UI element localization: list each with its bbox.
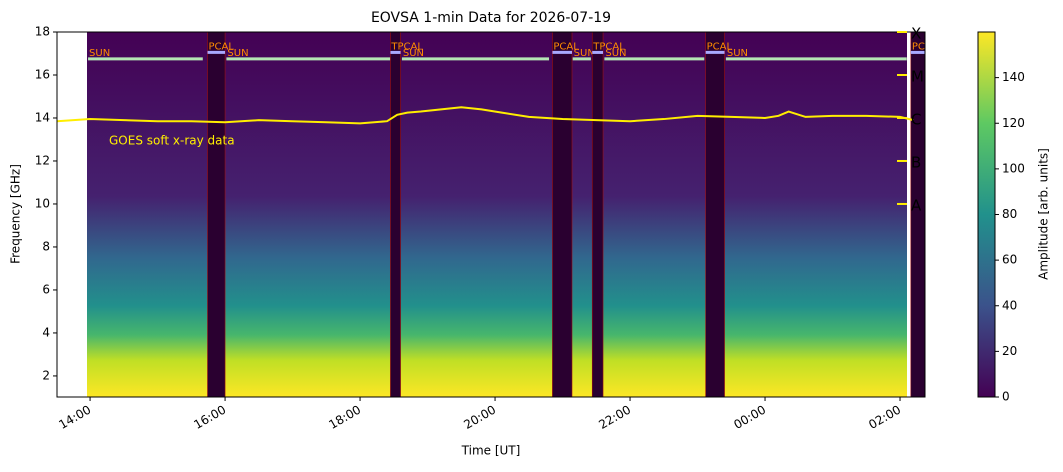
calibration-band [552,32,573,397]
goes-class-label: X [911,25,921,43]
y-tick-label: 12 [35,153,50,167]
y-tick-label: 6 [42,282,50,296]
plot-frame [56,31,926,398]
goes-class-label: B [911,153,921,171]
y-tick-label: 14 [35,110,50,124]
goes-class-label: M [911,67,924,85]
calibration-band [910,32,925,397]
colorbar-label: Amplitude [arb. units] [1037,148,1051,280]
colorbar-tick-label: 100 [1002,161,1025,175]
goes-class-label: A [911,196,922,214]
calibration-band [390,32,401,397]
x-tick-label: 20:00 [461,403,498,432]
x-tick-label: 18:00 [326,403,363,432]
calibration-band [591,32,604,397]
scan-label: TPCAL [592,41,625,52]
scan-label: PCAL [209,41,235,52]
colorbar [977,31,996,398]
colorbar-tick-label: 80 [1002,207,1017,221]
x-tick-label: 00:00 [731,403,768,432]
y-tick-label: 18 [35,25,50,39]
y-tick-label: 2 [42,368,50,382]
y-tick-label: 8 [42,239,50,253]
scan-label: PC [912,41,925,52]
scan-label: PCAL [707,41,733,52]
goes-class-label: C [911,110,921,128]
scan-label: PCAL [553,41,579,52]
colorbar-tick-label: 20 [1002,344,1017,358]
x-tick-label: 16:00 [191,403,228,432]
calibration-band [207,32,226,397]
goes-label: GOES soft x-ray data [109,134,235,148]
scan-label: SUN [403,48,424,59]
y-tick-label: 4 [42,325,50,339]
y-tick-label: 10 [35,196,50,210]
y-axis-label: Frequency [GHz] [9,164,23,264]
goes-line [57,106,914,125]
scan-label: SUN [727,48,748,59]
scan-label: SUN [605,48,626,59]
calibration-band [705,32,725,397]
colorbar-tick-label: 60 [1002,253,1017,267]
scan-label: SUN [574,48,595,59]
x-tick-label: 22:00 [596,403,633,432]
x-tick-label: 14:00 [56,403,93,432]
scan-label: SUN [89,48,110,59]
y-tick-label: 16 [35,67,50,81]
scan-label: TPCAL [390,41,423,52]
colorbar-tick-label: 140 [1002,70,1025,84]
scan-label: SUN [227,48,248,59]
chart-title: EOVSA 1-min Data for 2026-07-19 [371,10,611,26]
colorbar-tick-label: 40 [1002,298,1017,312]
x-tick-label: 02:00 [866,403,903,432]
x-axis-label: Time [UT] [461,444,521,458]
colorbar-tick-label: 120 [1002,116,1025,130]
colorbar-tick-label: 0 [1002,390,1010,404]
